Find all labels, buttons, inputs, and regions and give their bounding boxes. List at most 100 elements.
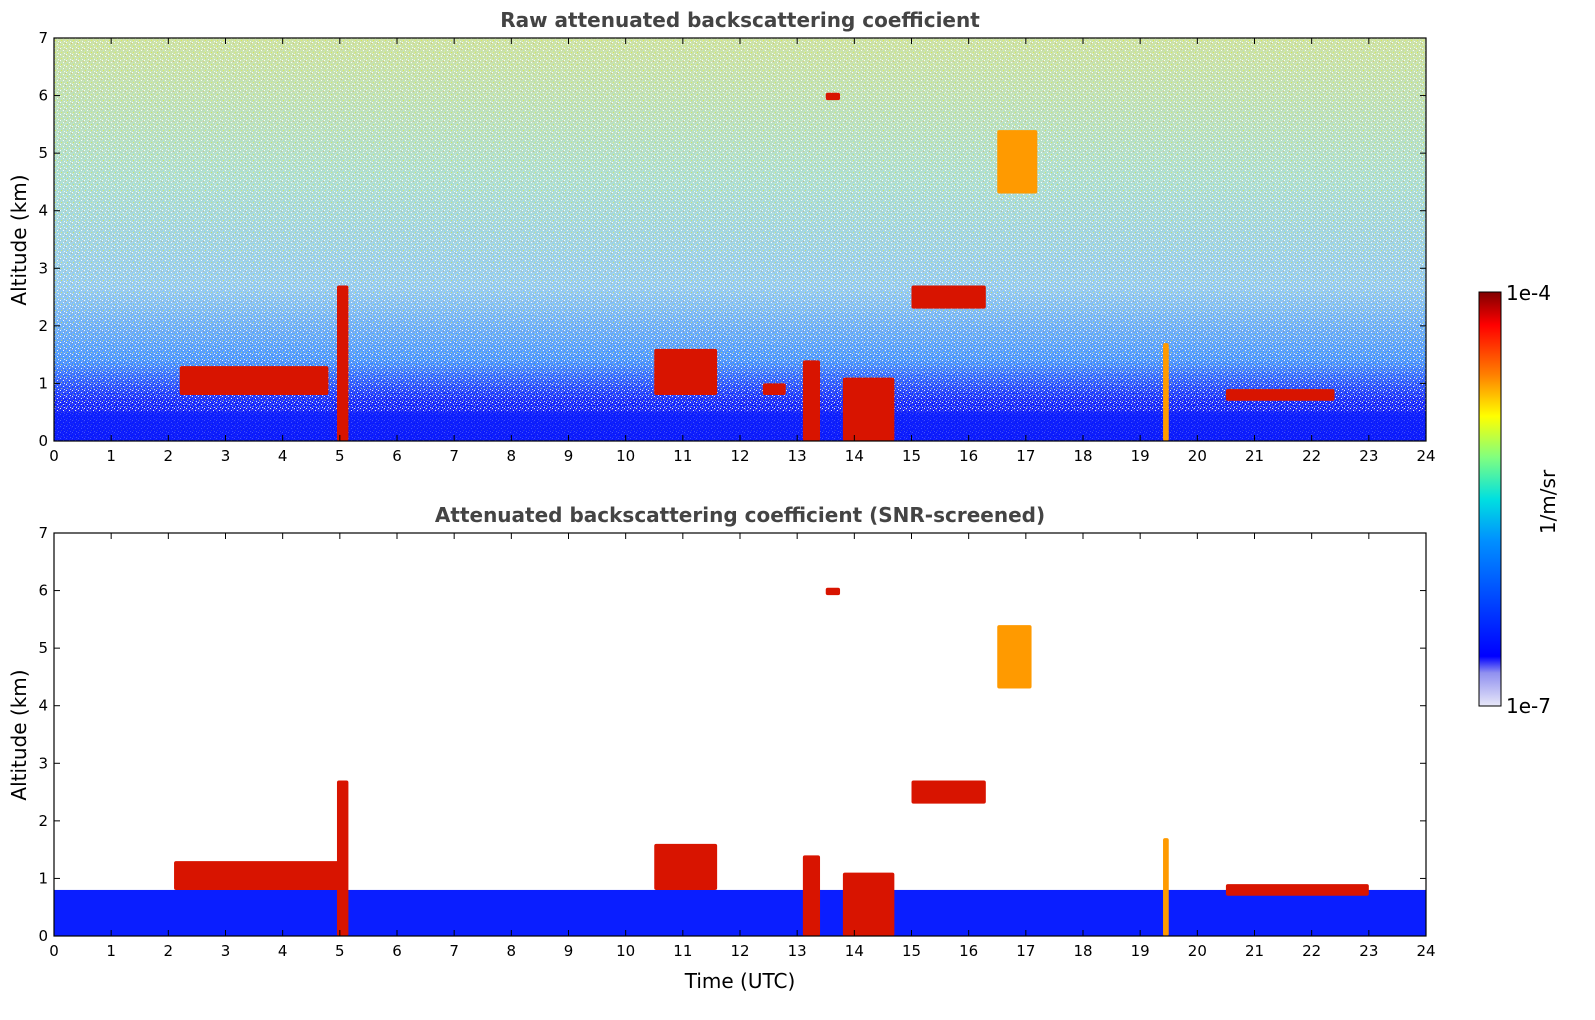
x-tick-label: 19	[1131, 447, 1150, 465]
raw-panel-title: Raw attenuated backscattering coefficien…	[500, 8, 980, 32]
x-tick-label: 23	[1359, 447, 1378, 465]
x-tick-label: 22	[1302, 447, 1321, 465]
raw-heatmap	[54, 38, 1426, 441]
x-tick-label: 16	[959, 447, 978, 465]
feature-plume	[336, 285, 349, 441]
y-tick-label: 7	[38, 29, 48, 47]
x-tick-label: 14	[845, 942, 864, 960]
x-tick-label: 23	[1359, 942, 1378, 960]
x-tick-label: 7	[449, 942, 459, 960]
y-tick-label: 0	[38, 927, 48, 945]
x-axis-label: Time (UTC)	[684, 969, 796, 993]
x-tick-label: 21	[1245, 447, 1264, 465]
x-tick-label: 16	[959, 942, 978, 960]
x-tick-label: 3	[221, 942, 231, 960]
colorbar-gradient	[1478, 291, 1502, 707]
x-tick-label: 18	[1073, 447, 1092, 465]
x-tick-label: 5	[335, 447, 345, 465]
feature-low-cloud	[842, 377, 895, 441]
feature-cloud-tops	[654, 843, 718, 890]
feature-high-cloud	[825, 587, 841, 596]
raw-ylabel: Altitude (km)	[7, 174, 31, 305]
x-tick-label: 4	[278, 942, 288, 960]
x-tick-label: 10	[616, 447, 635, 465]
y-tick-label: 1	[38, 374, 48, 392]
colorbar-min-label: 1e-7	[1506, 694, 1551, 718]
feature-cloud-tops	[1225, 389, 1335, 401]
snr-heatmap	[54, 533, 1426, 936]
snr-ylabel: Altitude (km)	[7, 669, 31, 800]
raw-backscatter-panel: Raw attenuated backscattering coefficien…	[7, 8, 1436, 465]
x-tick-label: 2	[164, 447, 174, 465]
feature-plume	[1163, 838, 1169, 936]
x-tick-label: 11	[673, 942, 692, 960]
snr-panel-title: Attenuated backscattering coefficient (S…	[435, 503, 1045, 527]
feature-plume	[1163, 343, 1169, 441]
x-tick-label: 12	[730, 447, 749, 465]
x-tick-label: 1	[106, 942, 116, 960]
y-tick-label: 6	[38, 582, 48, 600]
y-tick-label: 3	[38, 754, 48, 772]
x-tick-label: 13	[788, 942, 807, 960]
x-tick-label: 1	[106, 447, 116, 465]
snr-screened-panel: Attenuated backscattering coefficient (S…	[7, 503, 1436, 993]
y-tick-label: 4	[38, 202, 48, 220]
x-tick-label: 24	[1416, 447, 1435, 465]
x-tick-label: 10	[616, 942, 635, 960]
x-tick-label: 12	[730, 942, 749, 960]
x-tick-label: 15	[902, 447, 921, 465]
x-tick-label: 0	[49, 447, 59, 465]
boundary-layer-band	[54, 889, 1426, 936]
feature-high-cloud	[825, 92, 841, 101]
feature-cloud-tops	[762, 383, 786, 395]
feature-cirrus	[997, 130, 1038, 194]
feature-plume	[336, 780, 349, 936]
x-tick-label: 8	[507, 942, 517, 960]
x-tick-label: 22	[1302, 942, 1321, 960]
x-tick-label: 19	[1131, 942, 1150, 960]
y-tick-label: 4	[38, 697, 48, 715]
x-tick-label: 17	[1016, 447, 1035, 465]
x-tick-label: 11	[673, 447, 692, 465]
y-tick-label: 6	[38, 87, 48, 105]
x-tick-label: 18	[1073, 942, 1092, 960]
colorbar: 1e-4 1e-7 1/m/sr	[1478, 281, 1560, 718]
x-tick-label: 9	[564, 942, 574, 960]
y-tick-label: 5	[38, 144, 48, 162]
x-tick-label: 3	[221, 447, 231, 465]
x-tick-label: 24	[1416, 942, 1435, 960]
feature-low-cloud	[802, 855, 821, 936]
x-tick-label: 7	[449, 447, 459, 465]
x-tick-label: 8	[507, 447, 517, 465]
y-tick-label: 2	[38, 812, 48, 830]
x-tick-label: 21	[1245, 942, 1264, 960]
x-tick-label: 20	[1188, 942, 1207, 960]
feature-cirrus	[997, 625, 1032, 689]
x-tick-label: 6	[392, 447, 402, 465]
x-tick-label: 2	[164, 942, 174, 960]
x-tick-label: 5	[335, 942, 345, 960]
feature-cloud-tops	[1225, 884, 1369, 896]
x-tick-label: 4	[278, 447, 288, 465]
y-tick-label: 7	[38, 524, 48, 542]
y-tick-label: 2	[38, 317, 48, 335]
feature-cloud-tops	[174, 861, 340, 890]
colorbar-max-label: 1e-4	[1506, 281, 1551, 305]
y-tick-label: 3	[38, 259, 48, 277]
y-tick-label: 0	[38, 432, 48, 450]
x-tick-label: 6	[392, 942, 402, 960]
x-tick-label: 13	[788, 447, 807, 465]
x-tick-label: 0	[49, 942, 59, 960]
feature-mid-cloud	[911, 285, 986, 309]
x-tick-label: 15	[902, 942, 921, 960]
x-tick-label: 9	[564, 447, 574, 465]
feature-low-cloud	[842, 872, 895, 936]
y-tick-label: 5	[38, 639, 48, 657]
colorbar-units-label: 1/m/sr	[1536, 469, 1560, 534]
x-tick-label: 20	[1188, 447, 1207, 465]
feature-cloud-tops	[179, 366, 329, 395]
feature-low-cloud	[802, 360, 821, 441]
feature-mid-cloud	[911, 780, 986, 804]
x-tick-label: 14	[845, 447, 864, 465]
